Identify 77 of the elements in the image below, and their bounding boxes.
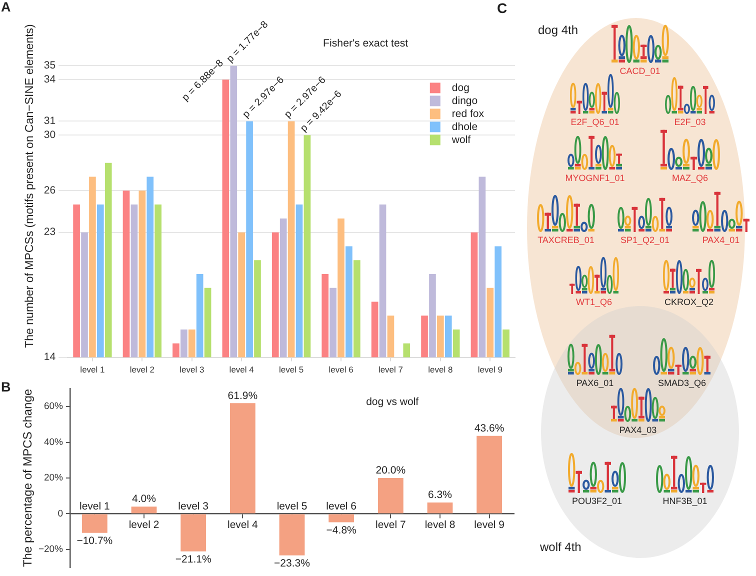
legend-label: dingo (452, 94, 478, 107)
text: C (497, 0, 508, 16)
data-label: −10.7% (76, 534, 113, 547)
y-tick-label: 30 (44, 129, 56, 142)
bar (82, 514, 108, 533)
x-tick-label: level 6 (328, 364, 354, 375)
data-label: 4.0% (132, 493, 156, 506)
legend-label: dhole (452, 120, 478, 133)
y-tick-label: 40% (44, 436, 64, 448)
bar (476, 436, 502, 514)
x-tick-label: level 2 (130, 364, 155, 375)
x-tick-label: level 7 (375, 518, 406, 531)
x-tick-label: level 2 (128, 518, 160, 531)
legend-label: dog (452, 82, 470, 94)
bar (131, 506, 157, 514)
category-label: TAXCREB_01 (538, 235, 594, 245)
y-tick-label: 60% (44, 401, 64, 412)
category-label: PAX4_03 (619, 425, 657, 435)
x-tick-label: level 5 (276, 500, 308, 512)
bar (230, 403, 256, 514)
y-tick-label: 20% (44, 472, 64, 484)
x-tick-label: level 1 (79, 500, 110, 512)
legend-label: red fox (452, 108, 485, 120)
category-label: WT1_Q6 (576, 297, 612, 307)
x-tick-label: level 8 (424, 518, 456, 531)
bar (328, 514, 354, 522)
category-label: SMAD3_Q6 (658, 378, 706, 388)
category-label: E2F_Q6_01 (570, 117, 620, 127)
category-label: E2F_03 (674, 117, 706, 127)
bar (427, 502, 453, 514)
data-label: −23.3% (274, 557, 310, 570)
y-tick-label: 0 (58, 508, 63, 520)
x-tick-label: level 4 (227, 518, 258, 531)
category-label: MYOGNF1_01 (565, 173, 625, 183)
text: A (1, 0, 11, 14)
x-tick-label: level 8 (428, 364, 453, 375)
category-label: SP1_Q2_01 (620, 235, 670, 245)
x-tick-label: level 9 (478, 364, 503, 375)
data-label: 20.0% (376, 464, 406, 477)
category-label: CACD_01 (620, 66, 660, 76)
x-tick-label: level 3 (180, 364, 204, 375)
y-tick-label: −20% (38, 544, 64, 556)
data-label: 61.9% (228, 390, 258, 402)
x-tick-label: level 9 (474, 518, 505, 531)
x-tick-label: level 7 (378, 364, 404, 375)
category-label: HNF3B_01 (662, 496, 708, 506)
category-label: POU3F2_01 (572, 496, 622, 506)
category-label: MAZ_Q6 (672, 173, 708, 183)
bar (279, 514, 305, 556)
x-tick-label: level 6 (326, 500, 357, 512)
y-tick-label: 23 (44, 226, 56, 238)
text: B (1, 379, 11, 394)
y-tick-label: 26 (44, 184, 56, 197)
y-axis-title: The number of MPCSs (motifs present on Can−SINE elements) (24, 24, 36, 348)
data-label: 43.6% (474, 422, 504, 434)
chart-title: Fisher's exact test (323, 37, 408, 50)
text: dog vs wolf (366, 396, 419, 408)
data-label: −21.1% (175, 554, 212, 566)
bar (180, 514, 206, 552)
y-tick-label: 35 (44, 60, 56, 72)
category-label: CKROX_Q2 (664, 297, 714, 307)
bar (378, 478, 404, 514)
category-label: PAX4_01 (702, 235, 740, 245)
text: dog 4th (538, 23, 578, 37)
data-label: 6.3% (428, 489, 452, 502)
text: wolf 4th (539, 540, 582, 554)
x-tick-label: level 3 (178, 500, 209, 512)
y-axis-title: The percentage of MPCS change (20, 388, 34, 568)
x-tick-label: level 1 (80, 364, 106, 375)
x-tick-label: level 4 (229, 364, 254, 375)
y-tick-label: 14 (44, 351, 56, 364)
x-tick-label: level 5 (279, 364, 304, 375)
y-tick-label: 31 (44, 115, 56, 128)
y-tick-label: 34 (44, 73, 56, 86)
legend-label: wolf (450, 134, 471, 146)
category-label: PAX6_01 (576, 378, 614, 388)
data-label: −4.8% (326, 524, 356, 536)
